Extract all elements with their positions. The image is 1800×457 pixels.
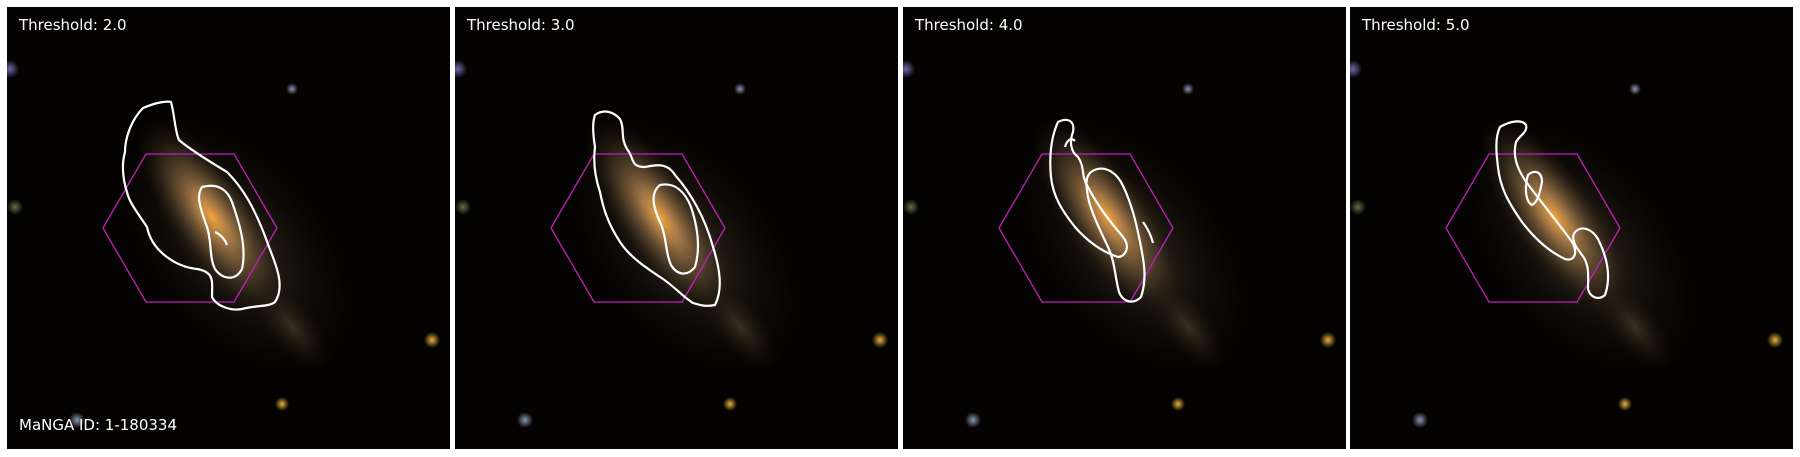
threshold-label: Threshold: 3.0 xyxy=(467,18,575,33)
manga-id-label: MaNGA ID: 1-180334 xyxy=(19,418,177,433)
galaxy-image xyxy=(1350,7,1793,449)
galaxy-image xyxy=(7,7,450,449)
threshold-label: Threshold: 4.0 xyxy=(915,18,1023,33)
threshold-panel-2: Threshold: 3.0 xyxy=(455,7,898,449)
threshold-panel-3: Threshold: 4.0 xyxy=(903,7,1346,449)
threshold-panel-4: Threshold: 5.0 xyxy=(1350,7,1793,449)
threshold-label: Threshold: 5.0 xyxy=(1362,18,1470,33)
galaxy-image xyxy=(903,7,1346,449)
threshold-label: Threshold: 2.0 xyxy=(19,18,127,33)
galaxy-image xyxy=(455,7,898,449)
threshold-panel-1: Threshold: 2.0 MaNGA ID: 1-180334 xyxy=(7,7,450,449)
